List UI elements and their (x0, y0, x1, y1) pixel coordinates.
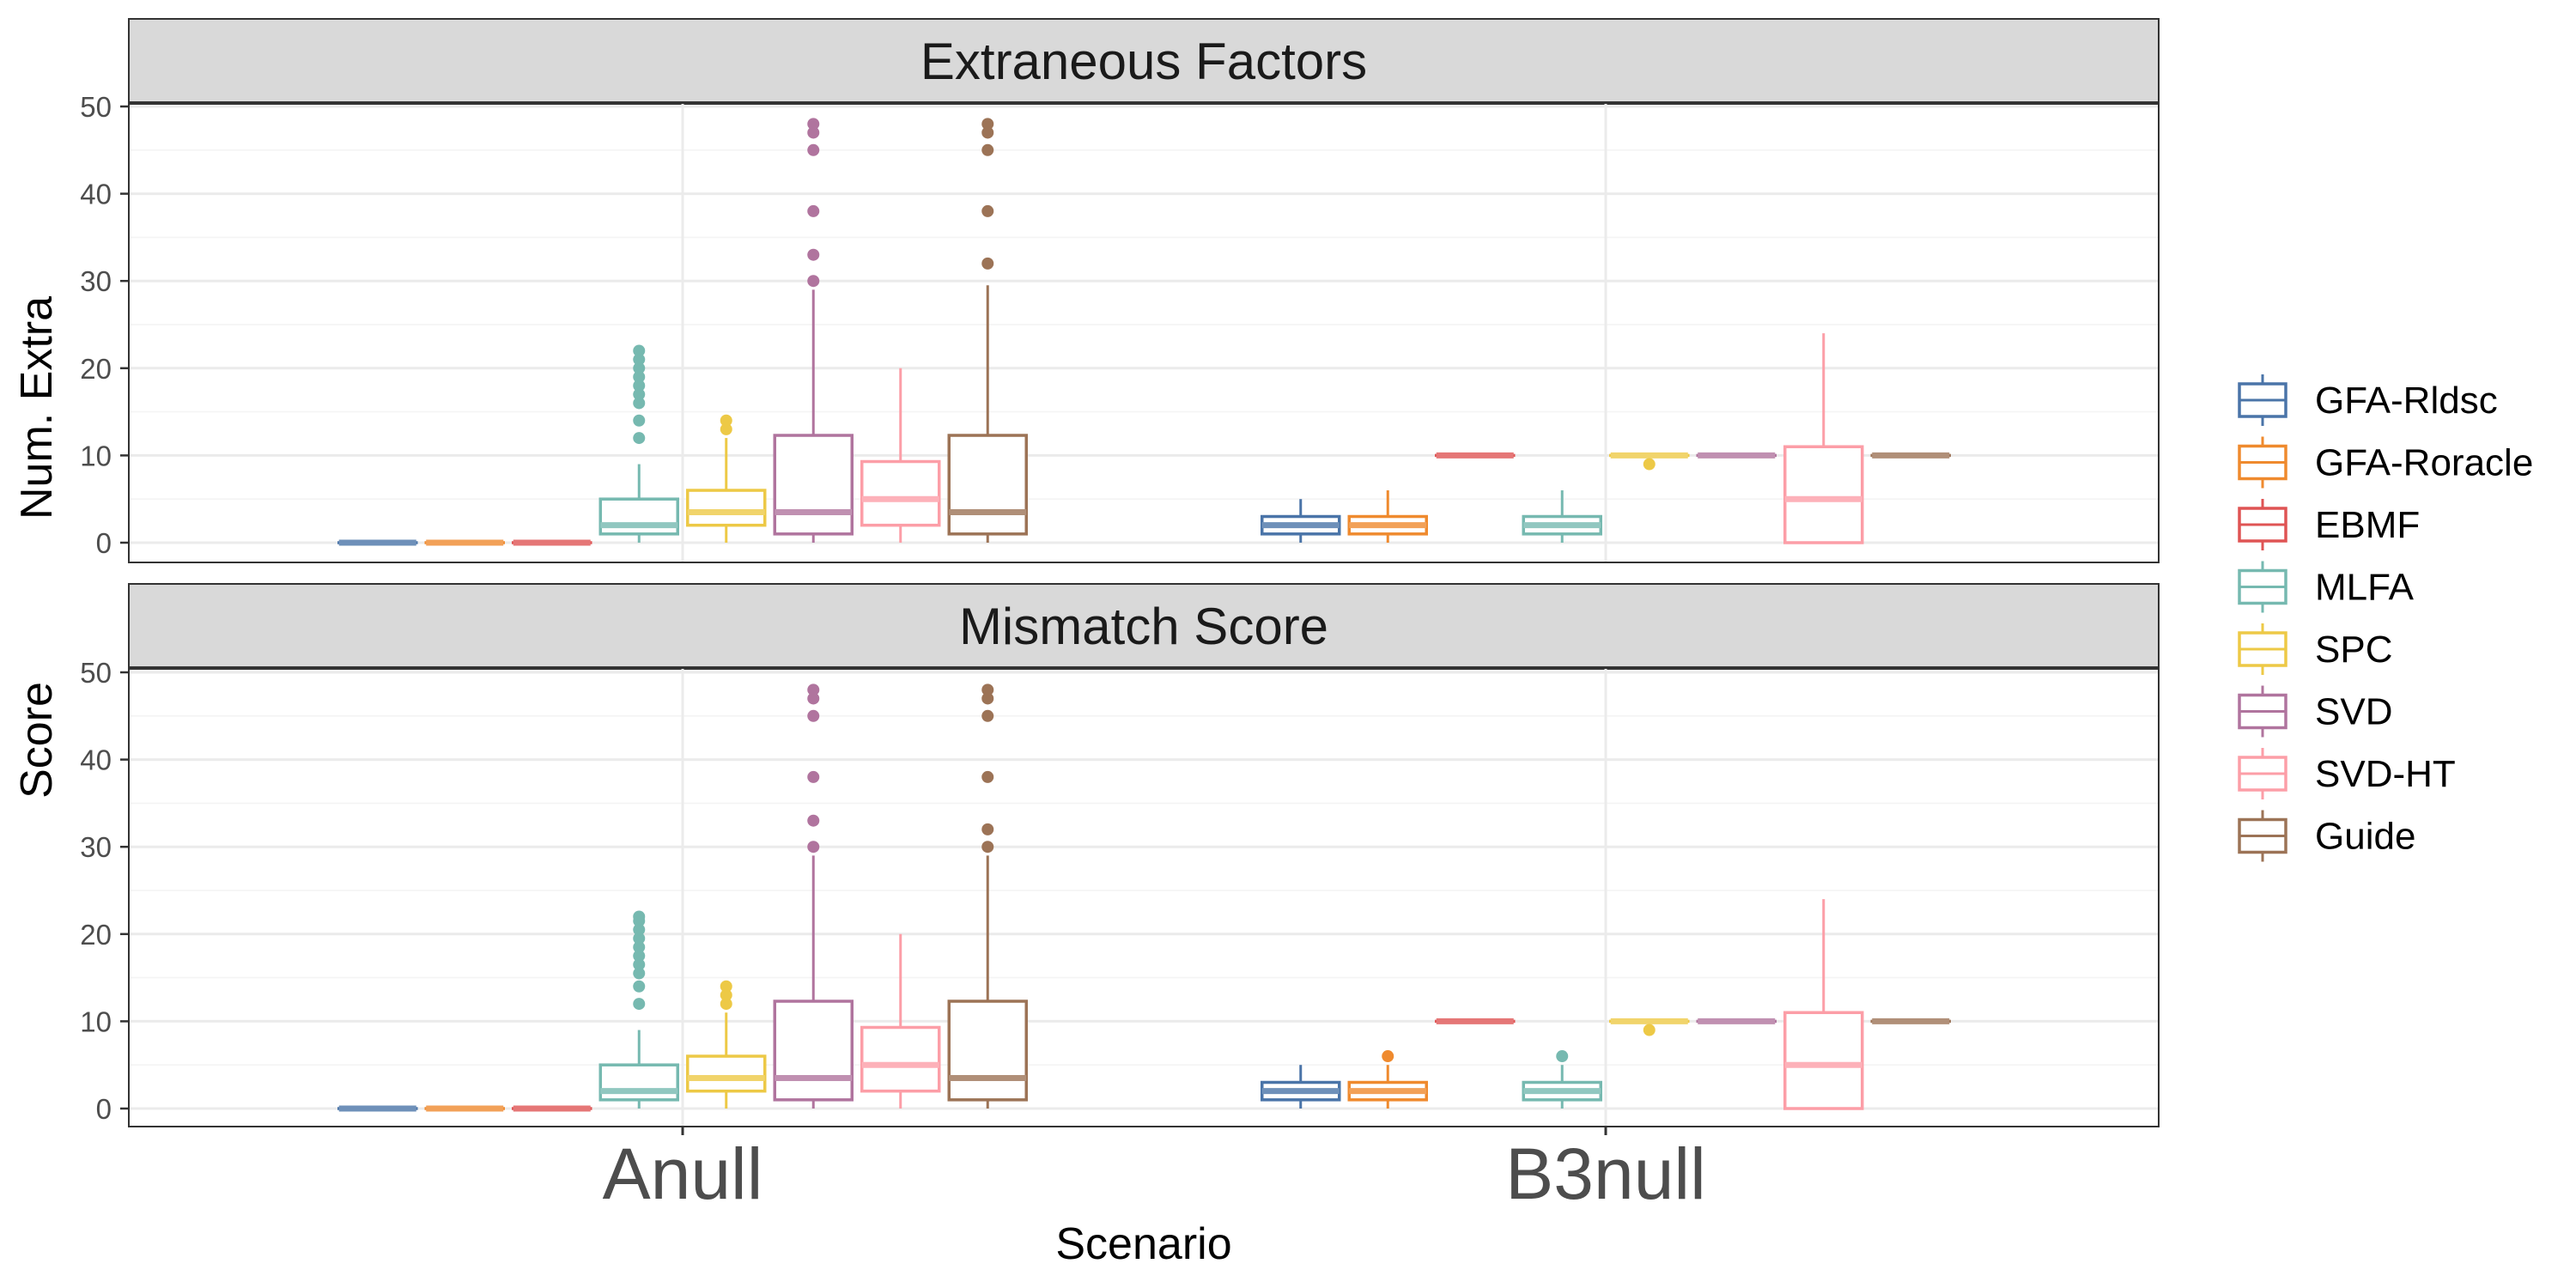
y-axis-title: Score (12, 682, 62, 799)
outlier-point (981, 823, 993, 835)
outlier-point (720, 415, 732, 427)
outlier-point (981, 205, 993, 217)
box-iqr (1785, 1012, 1862, 1109)
box-iqr (862, 462, 939, 526)
legend-item: SPC (2239, 623, 2392, 675)
legend-label: SVD (2315, 691, 2392, 733)
outlier-point (807, 249, 819, 261)
legend-item: SVD (2239, 686, 2392, 738)
box-iqr (600, 1065, 677, 1100)
outlier-point (807, 841, 819, 853)
legend-label: SPC (2315, 629, 2392, 671)
y-tick-label: 40 (80, 744, 112, 776)
y-axis-title: Num. Extra (12, 296, 62, 519)
outlier-point (633, 981, 645, 993)
outlier-point (1382, 1050, 1394, 1062)
y-tick-label: 50 (80, 91, 112, 123)
outlier-point (633, 432, 645, 444)
box-iqr (688, 1056, 765, 1091)
x-tick-label: Anull (603, 1133, 763, 1214)
outlier-point (633, 910, 645, 922)
outlier-point (981, 258, 993, 270)
outlier-point (807, 771, 819, 783)
box-iqr (600, 499, 677, 534)
y-tick-label: 20 (80, 919, 112, 951)
outlier-point (981, 710, 993, 722)
outlier-point (633, 998, 645, 1010)
y-tick-label: 0 (96, 527, 112, 559)
box-iqr (775, 435, 852, 534)
box-iqr (775, 1001, 852, 1100)
y-tick-label: 30 (80, 265, 112, 297)
x-axis-title: Scenario (1055, 1219, 1231, 1269)
box-iqr (949, 1001, 1026, 1100)
outlier-point (981, 683, 993, 696)
legend-label: Guide (2315, 816, 2415, 858)
legend-label: MLFA (2315, 567, 2415, 609)
outlier-point (807, 118, 819, 130)
box-iqr (862, 1028, 939, 1091)
outlier-point (807, 815, 819, 827)
legend-label: GFA-Rldsc (2315, 380, 2498, 422)
outlier-point (807, 710, 819, 722)
outlier-point (633, 415, 645, 427)
outlier-point (720, 981, 732, 993)
panel-title: Mismatch Score (959, 598, 1328, 655)
y-tick-label: 30 (80, 831, 112, 863)
outlier-point (981, 841, 993, 853)
outlier-point (807, 144, 819, 156)
y-tick-label: 40 (80, 179, 112, 210)
y-tick-label: 10 (80, 440, 112, 471)
x-tick-label: B3null (1505, 1133, 1706, 1214)
outlier-point (981, 118, 993, 130)
y-tick-label: 0 (96, 1093, 112, 1125)
y-tick-label: 50 (80, 657, 112, 689)
outlier-point (981, 771, 993, 783)
outlier-point (1643, 459, 1656, 471)
y-tick-label: 10 (80, 1005, 112, 1037)
outlier-point (807, 683, 819, 696)
y-tick-label: 20 (80, 353, 112, 385)
outlier-point (807, 275, 819, 287)
box-iqr (688, 490, 765, 526)
outlier-point (1556, 1050, 1568, 1062)
legend-label: SVD-HT (2315, 753, 2456, 795)
outlier-point (1643, 1024, 1656, 1036)
legend-label: EBMF (2315, 504, 2420, 546)
legend-label: GFA-Roracle (2315, 442, 2533, 484)
box-iqr (949, 435, 1026, 534)
outlier-point (633, 344, 645, 356)
panel-title: Extraneous Factors (920, 33, 1367, 90)
outlier-point (807, 205, 819, 217)
outlier-point (981, 144, 993, 156)
box-iqr (1785, 447, 1862, 543)
